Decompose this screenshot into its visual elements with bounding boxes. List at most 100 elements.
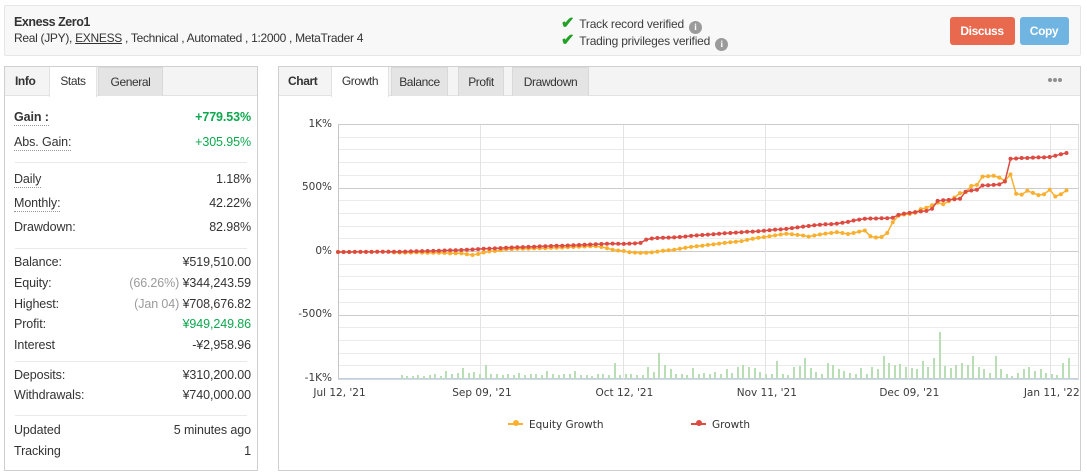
gridline-h <box>338 200 1079 202</box>
data-point <box>879 234 884 239</box>
check-icon: ✔ <box>561 32 575 49</box>
lots-bar <box>557 375 560 379</box>
lots-bar <box>759 371 762 379</box>
tab-profit[interactable]: Profit <box>458 67 504 96</box>
stat-value: ¥519,510.00 <box>183 255 252 269</box>
lots-bar <box>607 375 610 379</box>
gridline-h <box>338 263 1079 265</box>
data-point <box>554 243 559 248</box>
lots-bar <box>1033 370 1036 379</box>
lots-bar <box>417 375 420 379</box>
data-point <box>829 230 834 235</box>
data-point <box>431 248 436 253</box>
account-title: Exness Zero1 <box>14 14 90 29</box>
lots-bar <box>451 373 454 379</box>
data-point <box>481 246 486 251</box>
data-point <box>1014 191 1019 196</box>
broker-link[interactable]: EXNESS <box>75 30 122 45</box>
lots-bar <box>501 375 504 379</box>
data-point <box>464 247 469 252</box>
data-point <box>605 245 609 250</box>
gridline-v <box>480 124 482 379</box>
data-point <box>890 219 895 224</box>
data-point <box>778 226 783 231</box>
stats-body: Gain : +779.53% Abs. Gain: +305.95% Daily 1.1… <box>5 97 257 470</box>
track-record-verified-row: ✔ Track record verified i <box>561 13 702 34</box>
lots-bar <box>596 374 599 379</box>
stat-row: Updated 5 minutes ago <box>5 420 257 441</box>
lots-bar <box>826 362 829 379</box>
lots-bar <box>916 369 919 379</box>
data-point <box>958 190 962 195</box>
stat-value: ¥740,000.00 <box>183 388 252 402</box>
data-point <box>577 242 581 247</box>
track-record-verified-label: Track record verified <box>579 17 684 31</box>
stat-value-text: 1.18% <box>216 172 251 187</box>
info-icon[interactable]: i <box>715 38 729 51</box>
x-tick-label: Nov 11, '21 <box>736 387 797 399</box>
data-point <box>459 247 464 252</box>
data-point <box>453 247 458 252</box>
lots-bar <box>832 365 835 379</box>
lots-bar <box>439 376 442 379</box>
data-point <box>728 239 733 244</box>
data-point <box>868 216 873 220</box>
data-point <box>924 208 929 213</box>
data-point <box>537 243 542 248</box>
lots-bar <box>994 355 997 379</box>
chart-tabs: Growth Balance Profit Drawdown <box>279 67 1080 97</box>
discuss-button[interactable]: Discuss <box>949 17 1015 45</box>
lots-bar <box>697 374 700 379</box>
tab-drawdown[interactable]: Drawdown <box>512 67 589 96</box>
lots-bar <box>977 367 980 379</box>
lots-bar <box>540 375 543 379</box>
data-point <box>492 245 497 250</box>
data-point <box>644 237 649 242</box>
data-point <box>397 249 402 254</box>
tab-general[interactable]: General <box>98 67 163 96</box>
lots-bar <box>708 373 711 379</box>
tab-info[interactable]: Info <box>15 74 36 88</box>
lots-bar <box>613 362 616 379</box>
tab-balance[interactable]: Balance <box>391 67 448 96</box>
lots-bar <box>523 375 526 379</box>
lots-bar <box>888 362 891 379</box>
tab-stats[interactable]: Stats <box>49 67 97 97</box>
data-point <box>392 249 396 254</box>
lots-bar <box>798 366 801 379</box>
lots-bar <box>787 375 790 379</box>
legend-marker-icon <box>508 416 523 431</box>
growth-chart-plot[interactable] <box>336 124 1079 380</box>
data-point <box>745 229 750 234</box>
legend-item-equity-growth[interactable]: Equity Growth <box>508 416 604 431</box>
data-point <box>705 232 710 237</box>
tab-growth[interactable]: Growth <box>331 67 389 97</box>
lots-bar <box>428 375 431 379</box>
info-icon[interactable]: i <box>688 21 702 34</box>
lots-bar <box>484 365 487 379</box>
data-point <box>924 205 929 210</box>
ellipsis-menu-icon[interactable] <box>1048 78 1066 86</box>
lots-bar <box>1028 367 1031 379</box>
gridline-h <box>338 365 1079 367</box>
data-point <box>812 233 817 237</box>
stat-value: ¥310,200.00 <box>183 368 252 382</box>
stat-label-text: Balance: <box>14 255 62 269</box>
lots-bar <box>720 374 723 379</box>
data-point <box>969 183 974 188</box>
data-point <box>1058 151 1063 156</box>
data-point <box>980 174 985 179</box>
data-point <box>834 221 839 226</box>
data-point <box>633 250 637 255</box>
data-point <box>986 182 991 187</box>
data-point <box>1064 150 1069 155</box>
data-point <box>1042 191 1047 196</box>
copy-button[interactable]: Copy <box>1019 17 1069 45</box>
plot-right-border <box>1078 124 1079 379</box>
data-point <box>543 243 548 248</box>
gridline-h <box>338 187 1079 189</box>
data-point <box>515 244 520 249</box>
legend-item-growth[interactable]: Growth <box>691 416 750 431</box>
lots-bar <box>512 375 515 379</box>
data-point <box>750 229 755 234</box>
